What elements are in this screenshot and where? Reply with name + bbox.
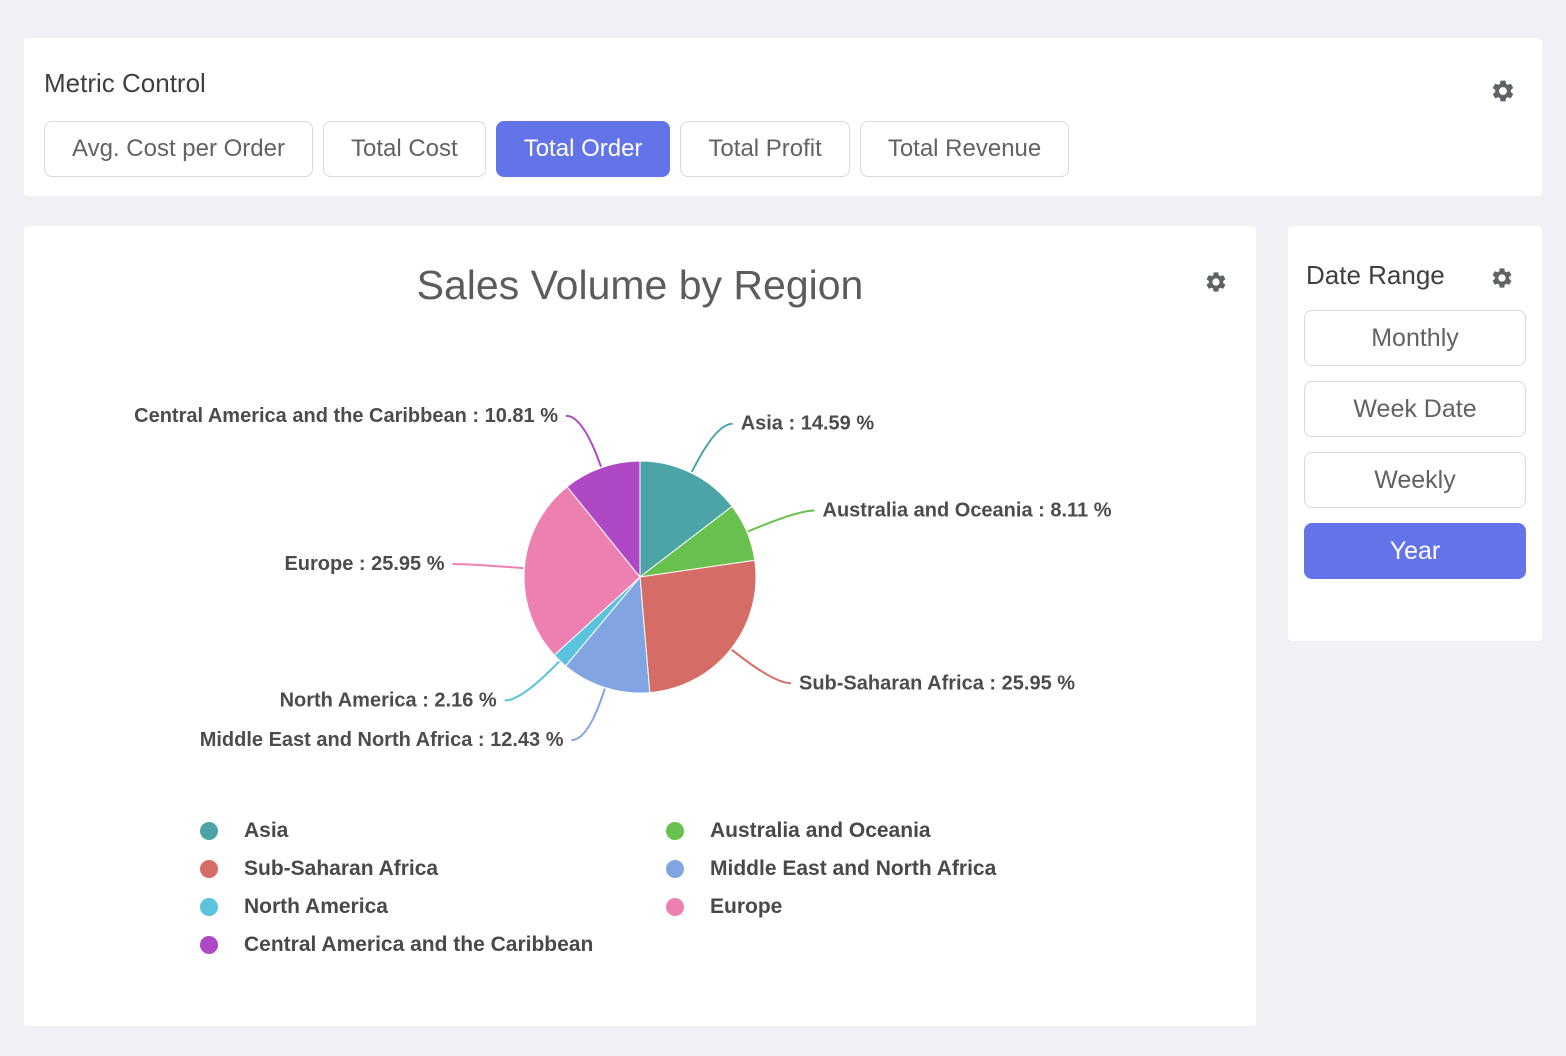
pie-label: Central America and the Caribbean : 10.8… [134, 405, 558, 427]
pie-label-line [690, 422, 733, 473]
metric-button-total-profit[interactable]: Total Profit [680, 121, 850, 177]
metric-buttons-group: Avg. Cost per Order Total Cost Total Order… [44, 121, 1070, 177]
daterange-button-week-date[interactable]: Week Date [1304, 381, 1526, 437]
daterange-button-weekly[interactable]: Weekly [1304, 452, 1526, 508]
daterange-button-year[interactable]: Year [1304, 523, 1526, 579]
pie-slice-europe[interactable] [523, 485, 641, 656]
pie-label-line [504, 660, 560, 702]
chart-legend: Asia Australia and Oceania Sub-Saharan Afr… [200, 812, 996, 964]
settings-gear-icon[interactable] [1490, 78, 1516, 104]
pie-label: Sub-Saharan Africa : 25.95 % [799, 672, 1075, 694]
pie-label: Europe : 25.95 % [284, 553, 444, 575]
legend-item-asia[interactable]: Asia [200, 812, 666, 850]
legend-dot [200, 898, 218, 916]
legend-item-north-america[interactable]: North America [200, 888, 666, 926]
settings-gear-icon[interactable] [1490, 266, 1514, 290]
pie-label-line [565, 414, 602, 468]
legend-label: Central America and the Caribbean [244, 933, 594, 956]
legend-dot [200, 860, 218, 878]
legend-dot [666, 822, 684, 840]
settings-gear-icon[interactable] [1204, 270, 1228, 294]
date-range-buttons-group: Monthly Week Date Weekly Year [1304, 310, 1526, 579]
pie-label-line [731, 648, 792, 685]
legend-item-central-america-and-the-caribbean[interactable]: Central America and the Caribbean [200, 926, 666, 964]
legend-label: Sub-Saharan Africa [244, 857, 439, 880]
pie-label: Middle East and North Africa : 12.43 % [200, 729, 564, 751]
daterange-button-monthly[interactable]: Monthly [1304, 310, 1526, 366]
legend-label: Australia and Oceania [710, 819, 931, 842]
metric-button-total-revenue[interactable]: Total Revenue [859, 121, 1070, 177]
pie-slice-asia[interactable] [639, 460, 733, 579]
legend-label: Middle East and North Africa [710, 857, 997, 880]
legend-item-middle-east-and-north-africa[interactable]: Middle East and North Africa [666, 850, 996, 888]
date-range-title: Date Range [1306, 260, 1445, 290]
metric-control-panel: Metric Control Avg. Cost per Order Total … [24, 38, 1542, 196]
pie-label-line [452, 563, 524, 570]
sales-volume-chart-panel: Sales Volume by Region Asia : 14.59 % Aus… [24, 226, 1256, 1026]
metric-button-avg-cost-per-order[interactable]: Avg. Cost per Order [44, 121, 313, 177]
legend-dot [200, 936, 218, 954]
pie-slice-middle-east-and-north-africa[interactable] [564, 575, 651, 694]
pie-slice-sub-saharan-africa[interactable] [639, 559, 757, 694]
legend-label: Asia [244, 819, 289, 842]
metric-button-total-cost[interactable]: Total Cost [322, 121, 486, 177]
legend-item-sub-saharan-africa[interactable]: Sub-Saharan Africa [200, 850, 666, 888]
legend-item-australia-and-oceania[interactable]: Australia and Oceania [666, 812, 996, 850]
pie-label: Asia : 14.59 % [741, 413, 875, 435]
pie-slice-central-america-and-the-caribbean[interactable] [566, 460, 641, 579]
legend-dot [666, 898, 684, 916]
metric-button-total-order[interactable]: Total Order [495, 121, 671, 177]
pie-label-line [571, 688, 606, 742]
pie-label: North America : 2.16 % [280, 690, 497, 712]
legend-label: North America [244, 895, 388, 918]
legend-dot [200, 822, 218, 840]
metric-control-title: Metric Control [44, 68, 206, 98]
date-range-panel: Date Range Monthly Week Date Weekly Year [1288, 226, 1542, 641]
pie-label-line [747, 509, 815, 533]
chart-title: Sales Volume by Region [416, 262, 864, 308]
legend-label: Europe [710, 895, 783, 918]
pie-chart: Asia : 14.59 % Australia and Oceania : 8.… [134, 405, 1112, 751]
legend-item-europe[interactable]: Europe [666, 888, 996, 926]
legend-dot [666, 860, 684, 878]
pie-label: Australia and Oceania : 8.11 % [823, 500, 1112, 522]
